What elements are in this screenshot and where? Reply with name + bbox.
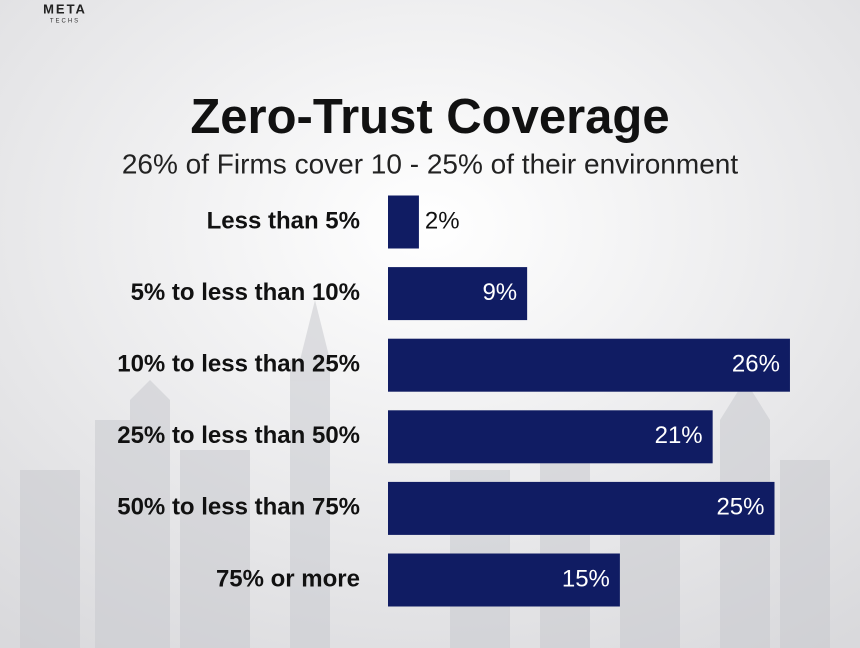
value-label: 2%	[425, 207, 460, 234]
bar	[388, 195, 419, 249]
value-label: 15%	[562, 565, 610, 592]
category-label: 10% to less than 25%	[117, 351, 360, 378]
bar	[388, 553, 620, 607]
category-label: 75% or more	[216, 565, 360, 592]
bar	[388, 410, 713, 464]
value-label: 21%	[655, 422, 703, 449]
value-label: 25%	[716, 494, 764, 521]
category-label: Less than 5%	[207, 207, 360, 234]
logo: META	[43, 1, 87, 16]
value-label: 9%	[482, 279, 517, 306]
city-skyline	[20, 300, 830, 648]
bar	[388, 267, 528, 321]
chart-title: Zero-Trust Coverage	[190, 90, 669, 144]
logo-sub: TECHS	[50, 19, 80, 25]
bar	[388, 338, 790, 392]
category-label: 25% to less than 50%	[117, 422, 360, 449]
bar	[388, 481, 775, 535]
category-label: 5% to less than 10%	[131, 279, 360, 306]
chart-subtitle: 26% of Firms cover 10 - 25% of their env…	[122, 148, 738, 179]
category-label: 50% to less than 75%	[117, 494, 360, 521]
value-label: 26%	[732, 351, 780, 378]
